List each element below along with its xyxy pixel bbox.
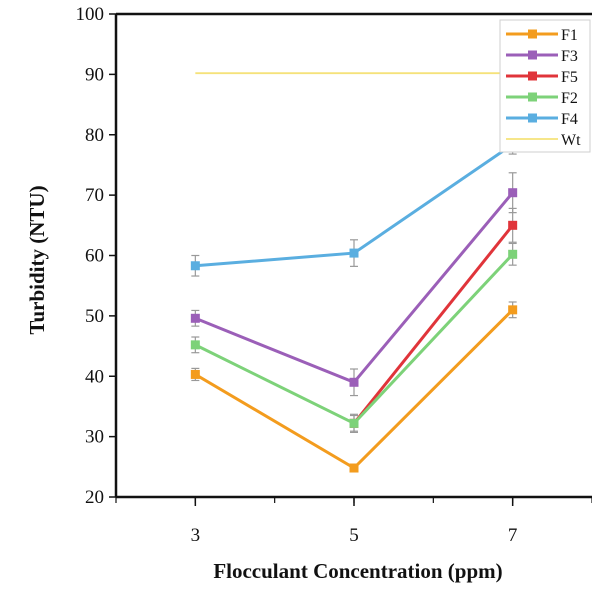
- data-point-F4: [350, 249, 359, 258]
- legend-marker-F4: [528, 114, 537, 123]
- y-tick-label: 70: [85, 185, 104, 206]
- legend-marker-F3: [528, 51, 537, 60]
- data-point-F1: [350, 464, 359, 473]
- y-tick-label: 30: [85, 427, 104, 448]
- legend-label-F3: F3: [561, 48, 578, 65]
- y-tick-label: 40: [85, 366, 104, 387]
- y-tick-label: 20: [85, 487, 104, 508]
- data-point-F1: [508, 305, 517, 314]
- y-tick-label: 60: [85, 246, 104, 267]
- legend-label-F5: F5: [561, 69, 578, 86]
- legend-marker-F1: [528, 30, 537, 39]
- data-point-F2: [191, 340, 200, 349]
- legend: F1 F3 F5 F2 F4 Wt: [500, 20, 590, 152]
- legend-marker-F5: [528, 72, 537, 81]
- data-point-F3: [191, 314, 200, 323]
- x-tick-label: 5: [349, 525, 359, 546]
- legend-label-F1: F1: [561, 27, 578, 44]
- legend-label-F2: F2: [561, 90, 578, 107]
- y-tick-label: 50: [85, 306, 104, 327]
- y-tick-label: 90: [85, 64, 104, 85]
- x-tick-label: 7: [508, 525, 518, 546]
- legend-label-F4: F4: [561, 111, 578, 128]
- y-tick-label: 100: [76, 4, 105, 25]
- legend-marker-F2: [528, 93, 537, 102]
- data-point-F3: [508, 188, 517, 197]
- data-point-F1: [191, 370, 200, 379]
- x-axis-title: Flocculant Concentration (ppm): [213, 559, 502, 583]
- data-point-F2: [508, 250, 517, 259]
- data-point-F3: [350, 378, 359, 387]
- data-point-F2: [350, 419, 359, 428]
- data-point-F5: [508, 221, 517, 230]
- legend-label-Wt: Wt: [561, 132, 581, 149]
- data-point-F4: [191, 261, 200, 270]
- y-axis-title: Turbidity (NTU): [25, 185, 49, 334]
- y-tick-label: 80: [85, 125, 104, 146]
- x-tick-label: 3: [191, 525, 201, 546]
